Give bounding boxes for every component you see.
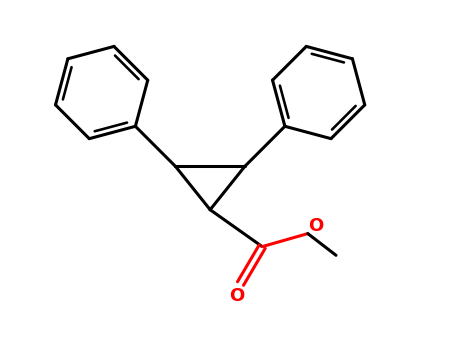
- Text: O: O: [308, 217, 323, 235]
- Text: O: O: [229, 287, 245, 304]
